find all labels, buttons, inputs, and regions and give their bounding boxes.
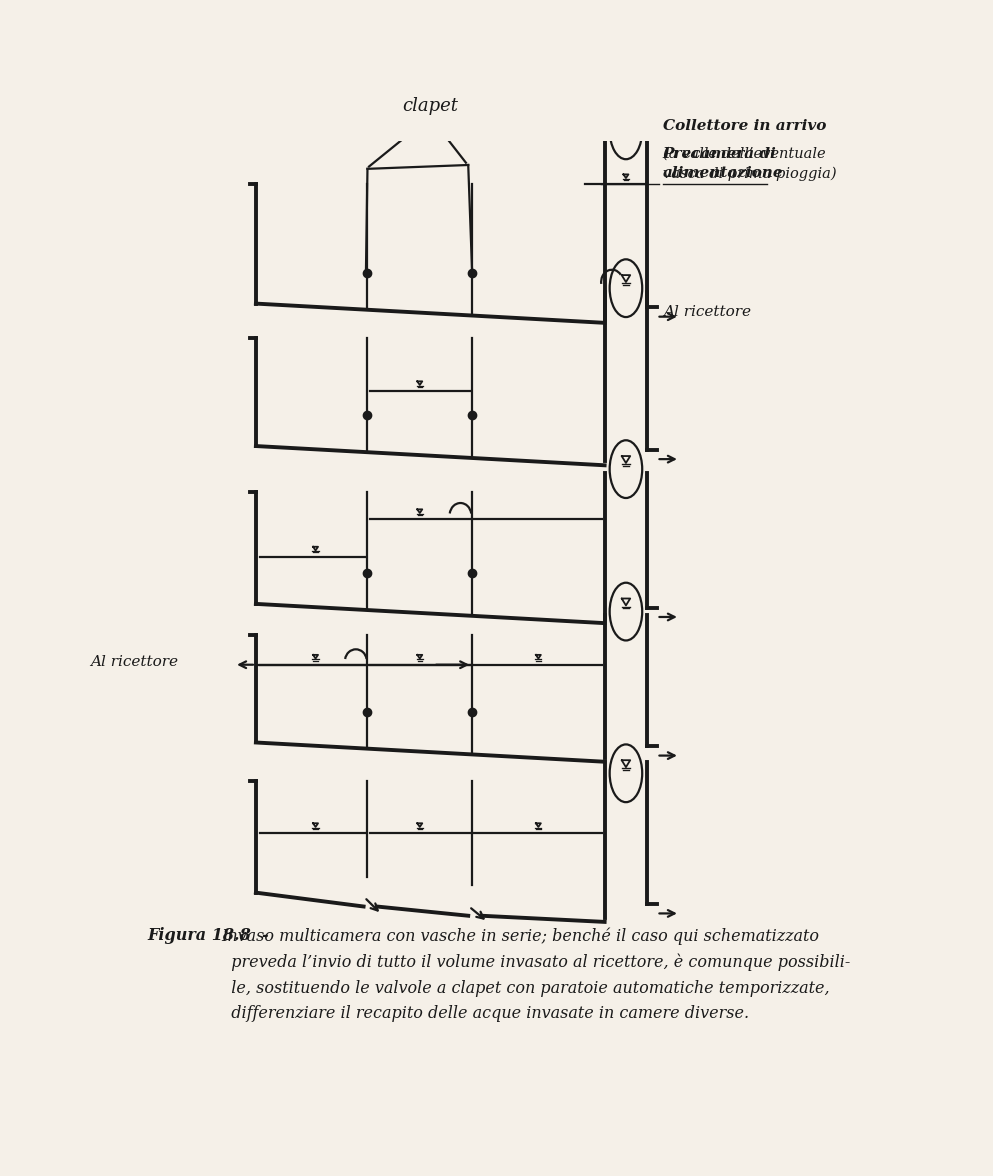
Text: Collettore in arrivo: Collettore in arrivo xyxy=(662,119,826,133)
Text: Invaso multicamera con vasche in serie; benché il caso qui schematizzato
  preve: Invaso multicamera con vasche in serie; … xyxy=(221,928,850,1022)
Text: Al ricettore: Al ricettore xyxy=(662,305,751,319)
Text: clapet: clapet xyxy=(402,98,458,115)
Text: Precamera di
alimentazione: Precamera di alimentazione xyxy=(662,147,783,180)
Text: Figura 18.8  -: Figura 18.8 - xyxy=(147,928,269,944)
Text: (a valle dell’eventuale
vasca di prima pioggia): (a valle dell’eventuale vasca di prima p… xyxy=(662,147,836,181)
Text: Al ricettore: Al ricettore xyxy=(90,655,179,669)
